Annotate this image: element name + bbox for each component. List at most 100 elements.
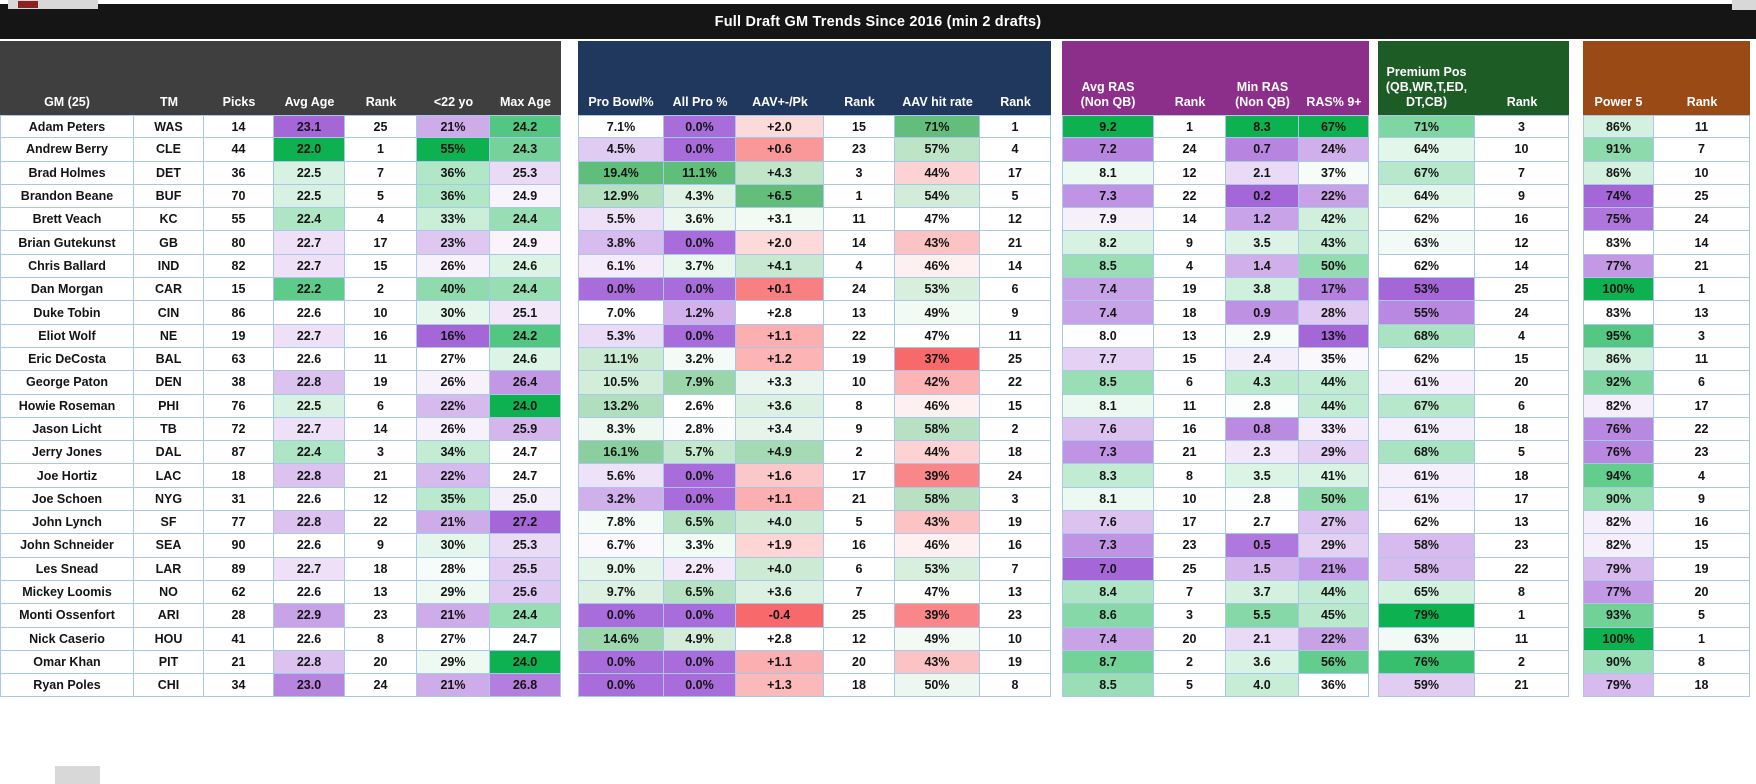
cell-aav_rank[interactable]: 1 [824,184,895,209]
cell-ras9[interactable]: 27% [1299,511,1369,535]
cell-u22[interactable]: 36% [417,161,490,185]
cell-aav[interactable]: +1.1 [736,324,824,348]
cell-aav[interactable]: +1.6 [736,464,824,488]
cell-max_age[interactable]: 24.4 [490,208,561,232]
cell-u22[interactable]: 33% [417,208,490,232]
cell-picks[interactable]: 36 [204,161,274,185]
cell-avg_ras_rank[interactable]: 14 [1154,208,1226,232]
cell-aav[interactable]: -0.4 [736,604,824,628]
cell-min_ras[interactable]: 5.5 [1226,604,1299,628]
cell-hit_rate[interactable]: 47% [895,580,980,605]
cell-u22[interactable]: 26% [417,254,490,279]
cell-pro_bowl[interactable]: 13.2% [578,394,664,418]
cell-u22[interactable]: 26% [417,371,490,395]
cell-hit_rate[interactable]: 71% [895,115,980,139]
cell-all_pro[interactable]: 0.0% [664,674,736,698]
cell-prem[interactable]: 55% [1378,301,1475,325]
cell-prem[interactable]: 61% [1378,487,1475,512]
cell-ras9[interactable]: 50% [1299,487,1369,512]
cell-prem[interactable]: 53% [1378,278,1475,302]
cell-ras9[interactable]: 43% [1299,231,1369,255]
cell-hit_rank[interactable]: 24 [980,464,1051,488]
cell-max_age[interactable]: 24.6 [490,254,561,279]
cell-u22[interactable]: 36% [417,184,490,209]
cell-max_age[interactable]: 27.2 [490,511,561,535]
cell-avg_ras[interactable]: 8.6 [1062,604,1154,628]
cell-tm[interactable]: NO [134,580,204,605]
cell-pro_bowl[interactable]: 5.6% [578,464,664,488]
cell-picks[interactable]: 62 [204,580,274,605]
cell-pro_bowl[interactable]: 0.0% [578,674,664,698]
cell-avg_age[interactable]: 22.6 [274,301,345,325]
cell-prem[interactable]: 65% [1378,580,1475,605]
cell-age_rank[interactable]: 17 [345,231,417,255]
cell-picks[interactable]: 63 [204,347,274,372]
cell-p5_rank[interactable]: 19 [1654,557,1750,581]
cell-picks[interactable]: 80 [204,231,274,255]
cell-max_age[interactable]: 25.6 [490,580,561,605]
cell-p5_rank[interactable]: 10 [1654,161,1750,185]
cell-avg_ras_rank[interactable]: 16 [1154,417,1226,442]
cell-age_rank[interactable]: 24 [345,674,417,698]
cell-prem[interactable]: 58% [1378,557,1475,581]
cell-age_rank[interactable]: 20 [345,650,417,675]
cell-tm[interactable]: IND [134,254,204,279]
cell-hit_rate[interactable]: 39% [895,604,980,628]
cell-p5[interactable]: 95% [1583,324,1654,348]
cell-aav_rank[interactable]: 24 [824,278,895,302]
cell-min_ras[interactable]: 4.0 [1226,674,1299,698]
cell-p5[interactable]: 77% [1583,254,1654,279]
cell-ras9[interactable]: 41% [1299,464,1369,488]
cell-all_pro[interactable]: 5.7% [664,441,736,465]
cell-avg_ras_rank[interactable]: 3 [1154,604,1226,628]
cell-hit_rank[interactable]: 4 [980,138,1051,162]
cell-aav_rank[interactable]: 17 [824,464,895,488]
cell-min_ras[interactable]: 0.5 [1226,534,1299,558]
cell-aav[interactable]: +4.0 [736,557,824,581]
cell-hit_rate[interactable]: 44% [895,161,980,185]
cell-u22[interactable]: 27% [417,347,490,372]
cell-all_pro[interactable]: 3.2% [664,347,736,372]
cell-prem_rank[interactable]: 10 [1475,138,1569,162]
cell-prem_rank[interactable]: 25 [1475,278,1569,302]
cell-pro_bowl[interactable]: 4.5% [578,138,664,162]
cell-avg_age[interactable]: 22.5 [274,394,345,418]
cell-hit_rate[interactable]: 49% [895,627,980,651]
cell-hit_rank[interactable]: 17 [980,161,1051,185]
cell-avg_ras_rank[interactable]: 1 [1154,115,1226,139]
cell-hit_rank[interactable]: 5 [980,184,1051,209]
cell-aav[interactable]: +0.1 [736,278,824,302]
cell-p5_rank[interactable]: 17 [1654,394,1750,418]
cell-p5[interactable]: 86% [1583,161,1654,185]
cell-prem_rank[interactable]: 12 [1475,231,1569,255]
cell-gm[interactable]: Eliot Wolf [0,324,134,348]
cell-picks[interactable]: 76 [204,394,274,418]
cell-p5_rank[interactable]: 25 [1654,184,1750,209]
cell-hit_rank[interactable]: 16 [980,534,1051,558]
cell-p5[interactable]: 74% [1583,184,1654,209]
cell-avg_ras[interactable]: 7.0 [1062,557,1154,581]
cell-prem_rank[interactable]: 18 [1475,417,1569,442]
cell-avg_ras_rank[interactable]: 12 [1154,161,1226,185]
cell-hit_rate[interactable]: 43% [895,650,980,675]
cell-max_age[interactable]: 24.2 [490,115,561,139]
cell-all_pro[interactable]: 4.3% [664,184,736,209]
cell-prem[interactable]: 59% [1378,674,1475,698]
cell-max_age[interactable]: 26.4 [490,371,561,395]
cell-p5[interactable]: 76% [1583,441,1654,465]
cell-prem_rank[interactable]: 24 [1475,301,1569,325]
cell-pro_bowl[interactable]: 12.9% [578,184,664,209]
cell-avg_ras_rank[interactable]: 20 [1154,627,1226,651]
cell-picks[interactable]: 15 [204,278,274,302]
cell-p5_rank[interactable]: 9 [1654,487,1750,512]
cell-pro_bowl[interactable]: 8.3% [578,417,664,442]
cell-hit_rate[interactable]: 54% [895,184,980,209]
cell-ras9[interactable]: 13% [1299,324,1369,348]
cell-p5_rank[interactable]: 23 [1654,441,1750,465]
cell-min_ras[interactable]: 4.3 [1226,371,1299,395]
cell-pro_bowl[interactable]: 7.1% [578,115,664,139]
cell-pro_bowl[interactable]: 10.5% [578,371,664,395]
cell-hit_rate[interactable]: 57% [895,138,980,162]
cell-prem_rank[interactable]: 17 [1475,487,1569,512]
cell-aav_rank[interactable]: 7 [824,580,895,605]
